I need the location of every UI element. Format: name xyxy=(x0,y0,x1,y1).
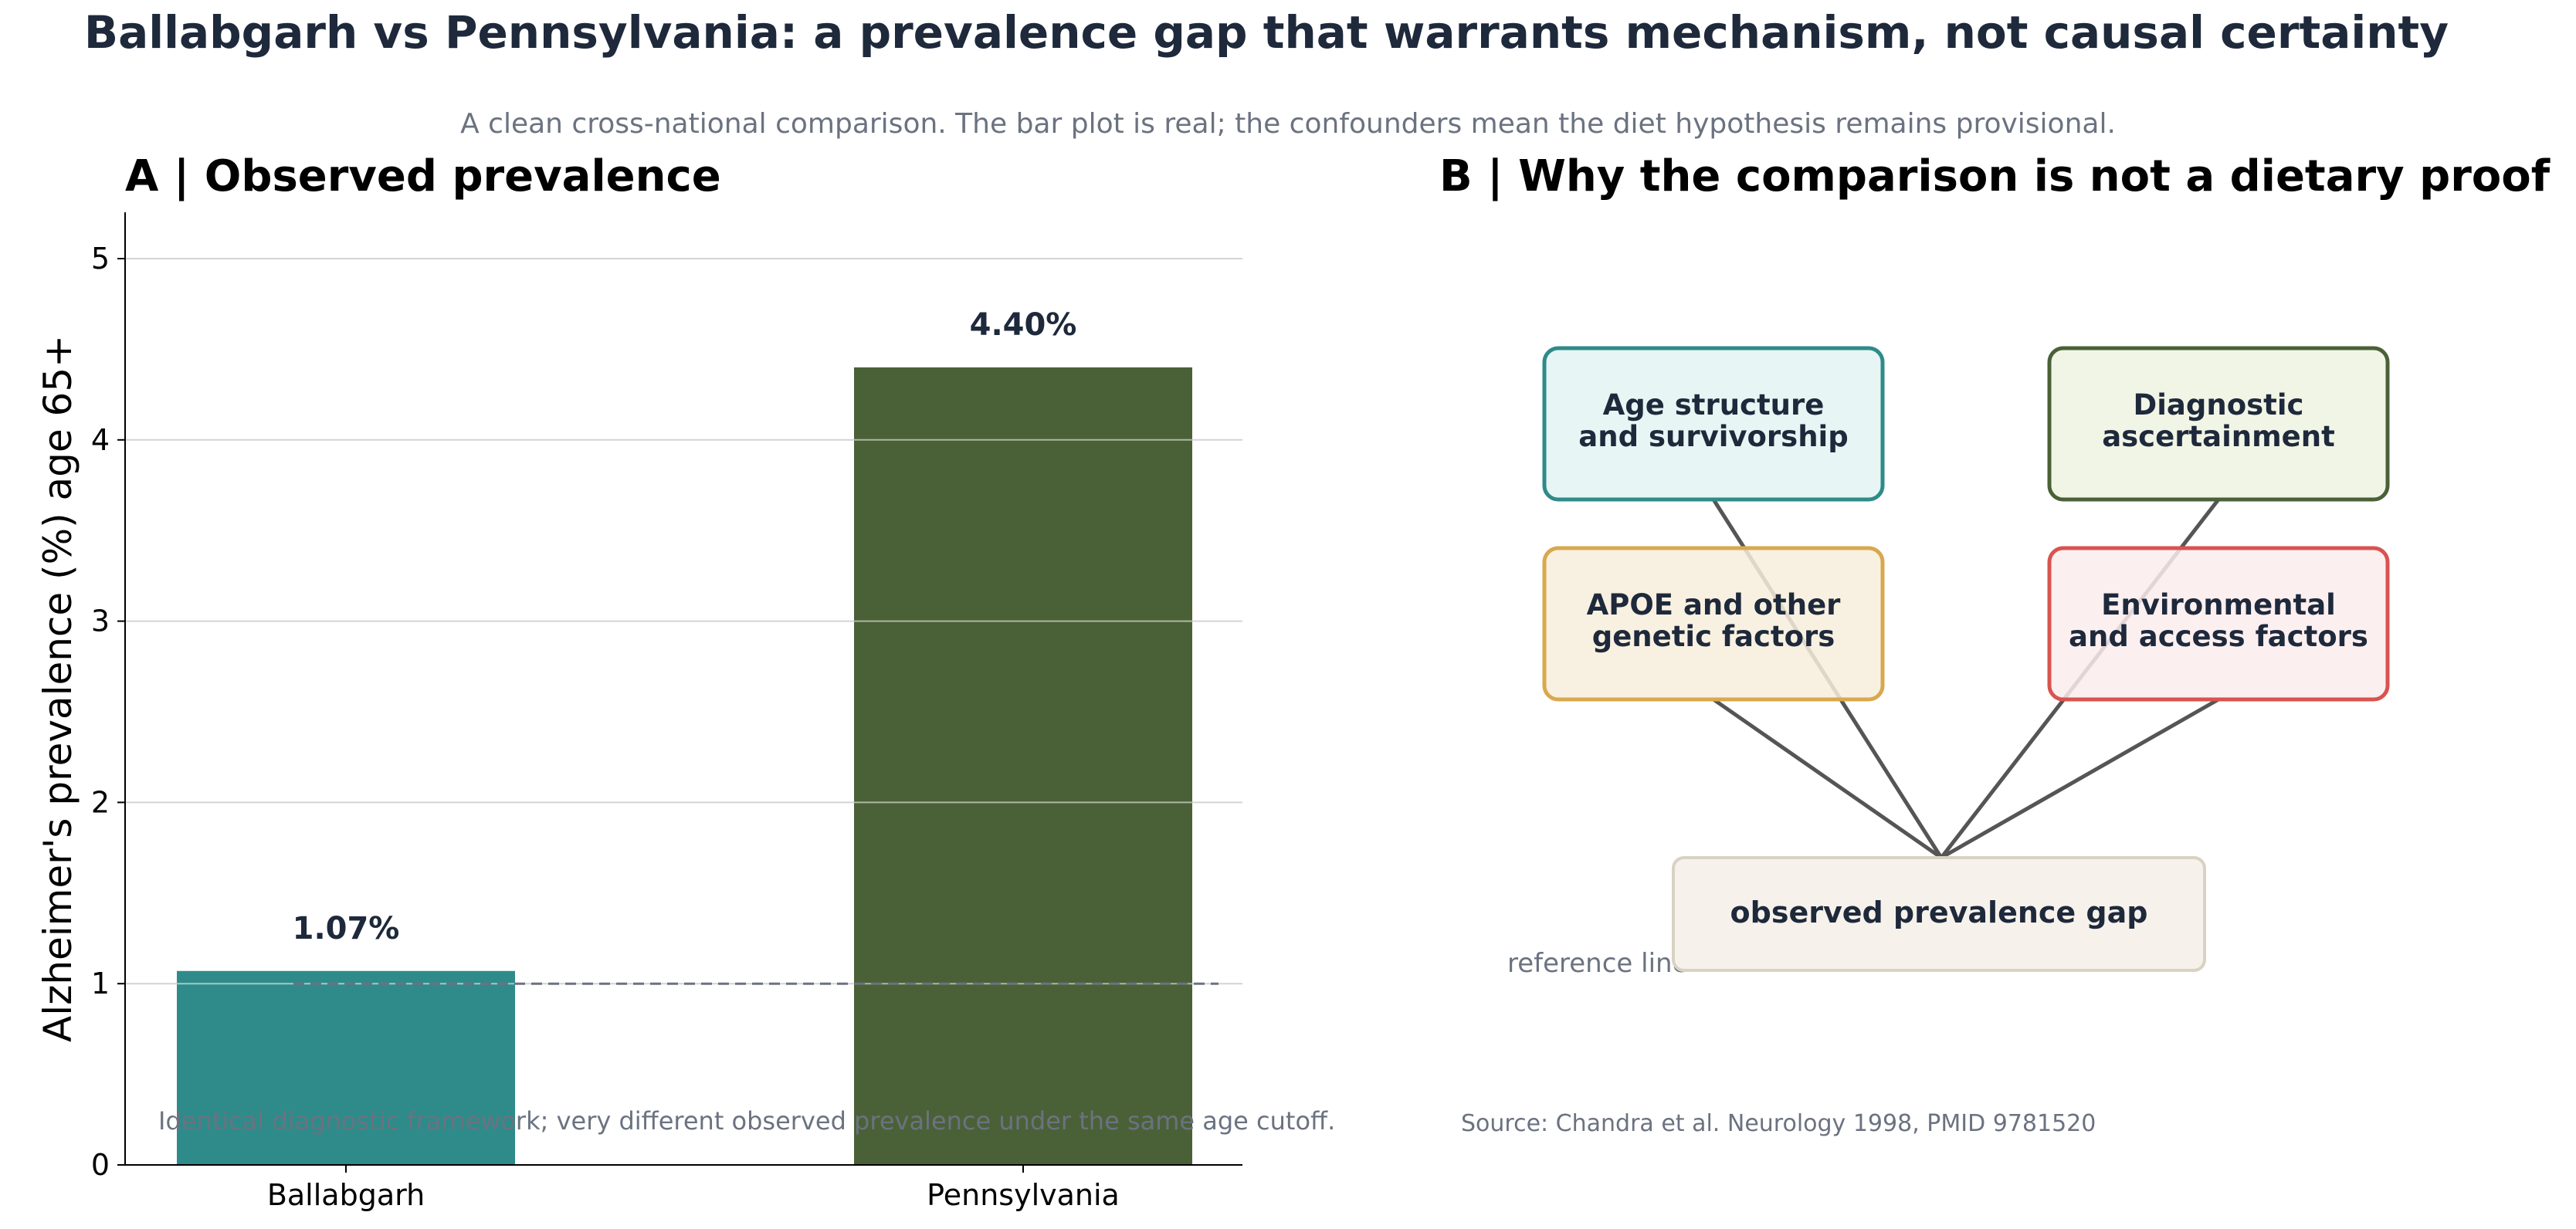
y-tick-labels: 0 1 2 3 4 5 xyxy=(91,242,125,1182)
connector-env xyxy=(1940,697,2220,860)
box-shape xyxy=(1542,346,1885,502)
box-label-line: and survivorship xyxy=(1578,420,1848,453)
box-label-line: Diagnostic xyxy=(2134,388,2304,422)
source-note: Source: Chandra et al. Neurology 1998, P… xyxy=(1461,1110,2096,1137)
bar-ballabgarh xyxy=(177,970,515,1165)
y-tick-label: 2 xyxy=(91,785,110,819)
panel-a-bar-chart: A | Observed prevalence 0 1 2 3 4 5 Ballabgar… xyxy=(36,151,1335,1212)
box-label-line: ascertainment xyxy=(2102,420,2335,453)
box-shape xyxy=(1542,546,1885,702)
center-box-shape xyxy=(1672,856,2206,972)
box-label-line: and access factors xyxy=(2069,620,2368,653)
x-tick-labels: Ballabgarh Pennsylvania xyxy=(267,1165,1120,1212)
figure-title: Ballabgarh vs Pennsylvania: a prevalence… xyxy=(84,6,2449,59)
bar-value-label: 1.07% xyxy=(293,911,400,946)
box-label-line: Age structure xyxy=(1603,388,1825,422)
box-shape xyxy=(2047,546,2390,702)
y-tick-label: 0 xyxy=(91,1148,110,1182)
y-tick-label: 4 xyxy=(91,423,110,457)
panel-a-title: A | Observed prevalence xyxy=(125,151,721,201)
bars xyxy=(177,367,1192,1165)
y-tick-label: 3 xyxy=(91,604,110,638)
box-label-line: Environmental xyxy=(2101,588,2336,621)
box-label-line: APOE and other xyxy=(1587,588,1842,621)
bar-pennsylvania xyxy=(854,367,1192,1165)
figure-subtitle: A clean cross-national comparison. The b… xyxy=(460,108,2116,140)
box-shape xyxy=(2047,346,2390,502)
y-tick-label: 5 xyxy=(91,242,110,276)
y-axis-label: Alzheimer's prevalence (%) age 65+ xyxy=(36,335,80,1042)
panel-b-title: B | Why the comparison is not a dietary … xyxy=(1439,151,2551,201)
panel-b-diagram: B | Why the comparison is not a dietary … xyxy=(1439,151,2551,1137)
x-tick-label: Pennsylvania xyxy=(927,1178,1120,1212)
center-box-label: observed prevalence gap xyxy=(1730,896,2148,929)
bar-value-labels: 1.07% 4.40% xyxy=(293,307,1077,946)
y-tick-label: 1 xyxy=(91,967,110,1000)
panel-a-note: Identical diagnostic framework; very dif… xyxy=(158,1106,1335,1136)
box-label-line: genetic factors xyxy=(1592,620,1835,653)
connector-apoe xyxy=(1712,697,1943,860)
bar-value-label: 4.40% xyxy=(970,307,1077,343)
center-box: observed prevalence gap xyxy=(1672,856,2206,972)
x-tick-label: Ballabgarh xyxy=(267,1178,425,1212)
reference-line-caption: reference line xyxy=(1507,948,1689,979)
